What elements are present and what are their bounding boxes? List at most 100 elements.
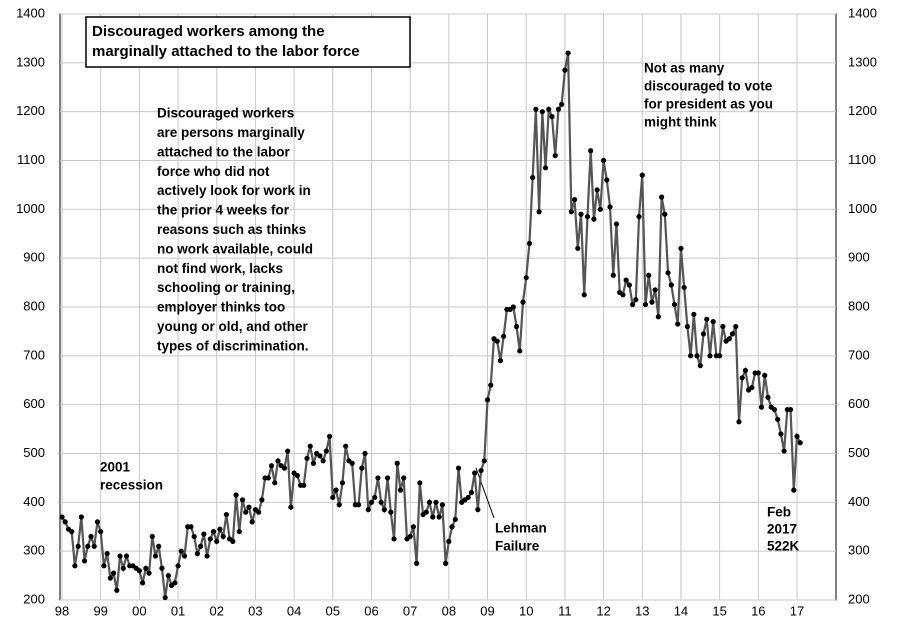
data-point	[230, 538, 236, 545]
data-point	[762, 372, 768, 378]
data-point	[62, 519, 68, 525]
data-point	[165, 572, 171, 579]
annotation: for president as you	[644, 97, 773, 112]
data-point	[494, 338, 500, 344]
data-point	[143, 565, 149, 571]
data-point	[626, 282, 632, 288]
data-point	[326, 433, 333, 440]
data-point	[549, 113, 555, 120]
data-point	[546, 106, 552, 112]
y-tick-label: 1400	[16, 5, 45, 20]
data-point	[375, 475, 381, 481]
y2-tick-label: 1100	[848, 152, 876, 167]
grid	[60, 13, 836, 601]
data-point	[552, 153, 558, 159]
annotation: the prior 4 weeks for	[157, 203, 290, 218]
data-point	[85, 543, 91, 549]
data-point	[362, 450, 368, 457]
x-tick-label: 13	[635, 603, 649, 618]
data-point	[704, 316, 710, 322]
data-point	[414, 560, 420, 566]
data-point	[787, 406, 794, 413]
data-point	[394, 460, 400, 466]
data-point	[446, 538, 452, 545]
data-point	[210, 529, 217, 535]
data-point	[681, 284, 687, 291]
data-point	[388, 509, 394, 515]
data-point	[336, 502, 342, 508]
data-point	[101, 563, 107, 569]
x-tick-label: 11	[558, 603, 572, 618]
data-point	[223, 511, 230, 518]
data-point	[717, 353, 723, 359]
data-point	[268, 463, 275, 469]
data-point	[517, 348, 523, 354]
data-point	[607, 204, 613, 210]
data-point	[688, 353, 694, 359]
data-point	[175, 563, 181, 569]
data-point	[120, 565, 126, 571]
data-point	[488, 382, 494, 388]
data-point	[620, 292, 626, 298]
y-tick-label: 200	[23, 591, 45, 606]
data-point	[191, 533, 197, 540]
data-point	[597, 206, 603, 212]
annotation: reasons such as thinks	[157, 222, 306, 237]
data-point	[755, 370, 761, 376]
data-point	[700, 331, 707, 337]
data-point	[275, 458, 281, 464]
data-point	[365, 507, 371, 513]
x-tick-label: 99	[93, 603, 107, 618]
data-point	[110, 570, 117, 576]
x-tick-label: 06	[364, 603, 378, 618]
annotation: no work available, could	[157, 241, 313, 256]
data-point	[600, 157, 607, 164]
annotation: Feb	[767, 505, 791, 520]
data-point	[539, 109, 545, 115]
title-box	[85, 16, 411, 68]
data-point	[646, 272, 652, 278]
annotation: discouraged to vote	[644, 79, 773, 94]
x-tick-label: 02	[210, 603, 224, 618]
data-point	[455, 465, 462, 471]
data-point	[526, 240, 533, 247]
x-tick-label: 01	[171, 603, 185, 618]
data-point	[136, 568, 142, 574]
y2-tick-label: 700	[848, 347, 870, 362]
y2-tick-label: 600	[848, 396, 870, 411]
data-point	[307, 443, 313, 449]
data-point	[629, 301, 636, 308]
data-point	[481, 458, 487, 464]
data-point	[484, 397, 491, 403]
series-line	[61, 52, 802, 598]
y-tick-label: 1000	[16, 201, 45, 216]
data-point	[468, 489, 475, 496]
data-point	[720, 323, 726, 330]
data-point	[417, 480, 423, 486]
x-tick-label: 05	[326, 603, 340, 618]
data-point	[310, 460, 317, 466]
data-point	[194, 551, 200, 557]
x-tick-label: 16	[751, 603, 765, 618]
data-point	[430, 514, 436, 520]
data-point	[146, 570, 152, 576]
data-point	[501, 333, 507, 339]
chart-title: marginally attached to the labor force	[92, 43, 360, 60]
data-point	[91, 543, 97, 549]
data-point	[159, 565, 165, 571]
data-point	[733, 323, 739, 330]
x-tick-label: 00	[132, 603, 146, 618]
y2-tick-label: 1300	[848, 54, 877, 69]
data-point	[530, 174, 536, 181]
y-tick-label: 300	[23, 543, 45, 558]
data-point	[123, 553, 130, 559]
y-tick-label: 800	[23, 298, 45, 313]
x-tick-label: 10	[519, 603, 533, 618]
data-point	[359, 465, 365, 471]
data-point	[497, 358, 504, 364]
data-point	[78, 514, 84, 520]
data-point	[217, 526, 223, 532]
data-point	[591, 216, 597, 222]
data-point	[214, 538, 220, 545]
data-point	[162, 594, 168, 601]
